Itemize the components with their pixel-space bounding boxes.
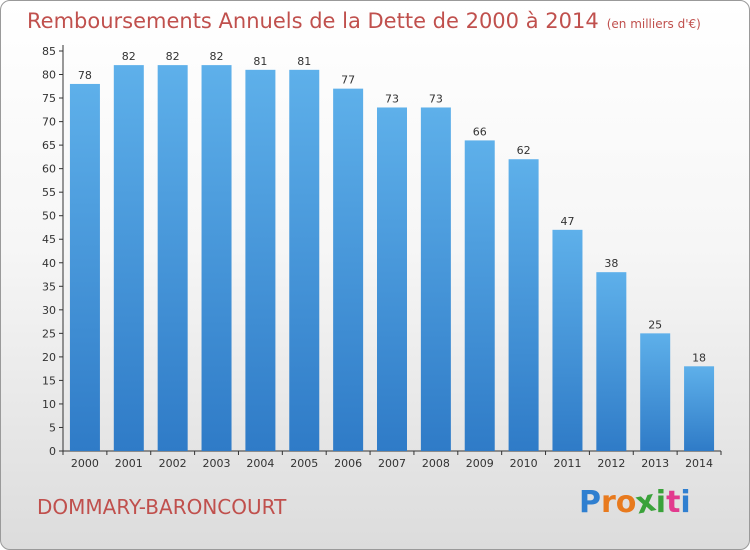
value-label-2013: 25 — [648, 318, 662, 331]
value-label-2006: 77 — [341, 74, 355, 87]
bar-2002 — [157, 65, 188, 451]
x-tick-label-2006: 2006 — [334, 457, 362, 470]
bar-2007 — [377, 107, 407, 452]
y-tick-label: 0 — [49, 445, 56, 458]
x-tick-label-2009: 2009 — [466, 457, 494, 470]
logo-letter: P — [579, 485, 601, 520]
logo-letter: t — [666, 485, 681, 520]
bar-2001 — [113, 65, 144, 451]
x-tick-label-2012: 2012 — [597, 457, 625, 470]
value-label-2007: 73 — [385, 92, 399, 105]
y-tick-label: 85 — [42, 45, 56, 58]
y-tick-label: 55 — [42, 186, 56, 199]
x-tick-label-2014: 2014 — [685, 457, 713, 470]
y-tick-label: 40 — [42, 257, 56, 270]
y-tick-label: 25 — [42, 327, 56, 340]
y-tick-label: 5 — [49, 421, 56, 434]
value-label-2003: 82 — [210, 50, 224, 63]
bar-2003 — [201, 65, 232, 451]
value-label-2000: 78 — [78, 69, 92, 82]
value-label-2009: 66 — [473, 125, 487, 138]
value-label-2014: 18 — [692, 351, 706, 364]
value-label-2001: 82 — [122, 50, 136, 63]
x-tick-label-2013: 2013 — [641, 457, 669, 470]
bar-2013 — [640, 333, 671, 451]
proxiti-logo: Proxiti — [579, 483, 691, 521]
bar-2012 — [596, 272, 627, 451]
x-tick-label-2007: 2007 — [378, 457, 406, 470]
y-tick-label: 75 — [42, 92, 56, 105]
value-label-2008: 73 — [429, 92, 443, 105]
title-unit: (en milliers d'€) — [606, 17, 701, 31]
value-label-2010: 62 — [517, 144, 531, 157]
x-tick-label-2004: 2004 — [246, 457, 274, 470]
x-tick-label-2011: 2011 — [553, 457, 581, 470]
bar-2005 — [289, 69, 320, 451]
bar-2014 — [684, 366, 715, 451]
y-tick-label: 20 — [42, 351, 56, 364]
y-tick-label: 45 — [42, 233, 56, 246]
x-tick-label-2010: 2010 — [510, 457, 538, 470]
y-tick-label: 15 — [42, 374, 56, 387]
chart-title: Remboursements Annuels de la Dette de 20… — [27, 9, 701, 33]
bar-2006 — [333, 88, 364, 451]
logo-letter: i — [680, 485, 691, 520]
value-label-2004: 81 — [253, 55, 267, 68]
bar-2011 — [552, 229, 583, 451]
bar-2004 — [245, 69, 276, 451]
x-tick-label-2001: 2001 — [115, 457, 143, 470]
logo-letter: i — [655, 485, 667, 520]
y-tick-label: 35 — [42, 280, 56, 293]
y-tick-label: 65 — [42, 139, 56, 152]
x-tick-label-2008: 2008 — [422, 457, 450, 470]
x-tick-label-2003: 2003 — [203, 457, 231, 470]
y-tick-label: 70 — [42, 116, 56, 129]
logo-letter: r — [601, 485, 616, 520]
title-main: Remboursements Annuels de la Dette de 20… — [27, 9, 599, 33]
bar-2008 — [420, 107, 451, 452]
x-tick-label-2005: 2005 — [290, 457, 318, 470]
commune-name: DOMMARY-BARONCOURT — [37, 495, 287, 519]
bar-2000 — [69, 83, 100, 452]
logo-letter: o — [615, 485, 637, 520]
y-tick-label: 50 — [42, 210, 56, 223]
y-tick-label: 30 — [42, 304, 56, 317]
bar-2009 — [464, 140, 495, 452]
x-tick-label-2000: 2000 — [71, 457, 99, 470]
y-tick-label: 60 — [42, 163, 56, 176]
y-tick-label: 10 — [42, 398, 56, 411]
value-label-2002: 82 — [166, 50, 180, 63]
value-label-2012: 38 — [604, 257, 618, 270]
x-tick-label-2002: 2002 — [159, 457, 187, 470]
bar-2010 — [508, 159, 539, 451]
value-label-2011: 47 — [560, 215, 574, 228]
y-tick-label: 80 — [42, 69, 56, 82]
value-label-2005: 81 — [297, 55, 311, 68]
